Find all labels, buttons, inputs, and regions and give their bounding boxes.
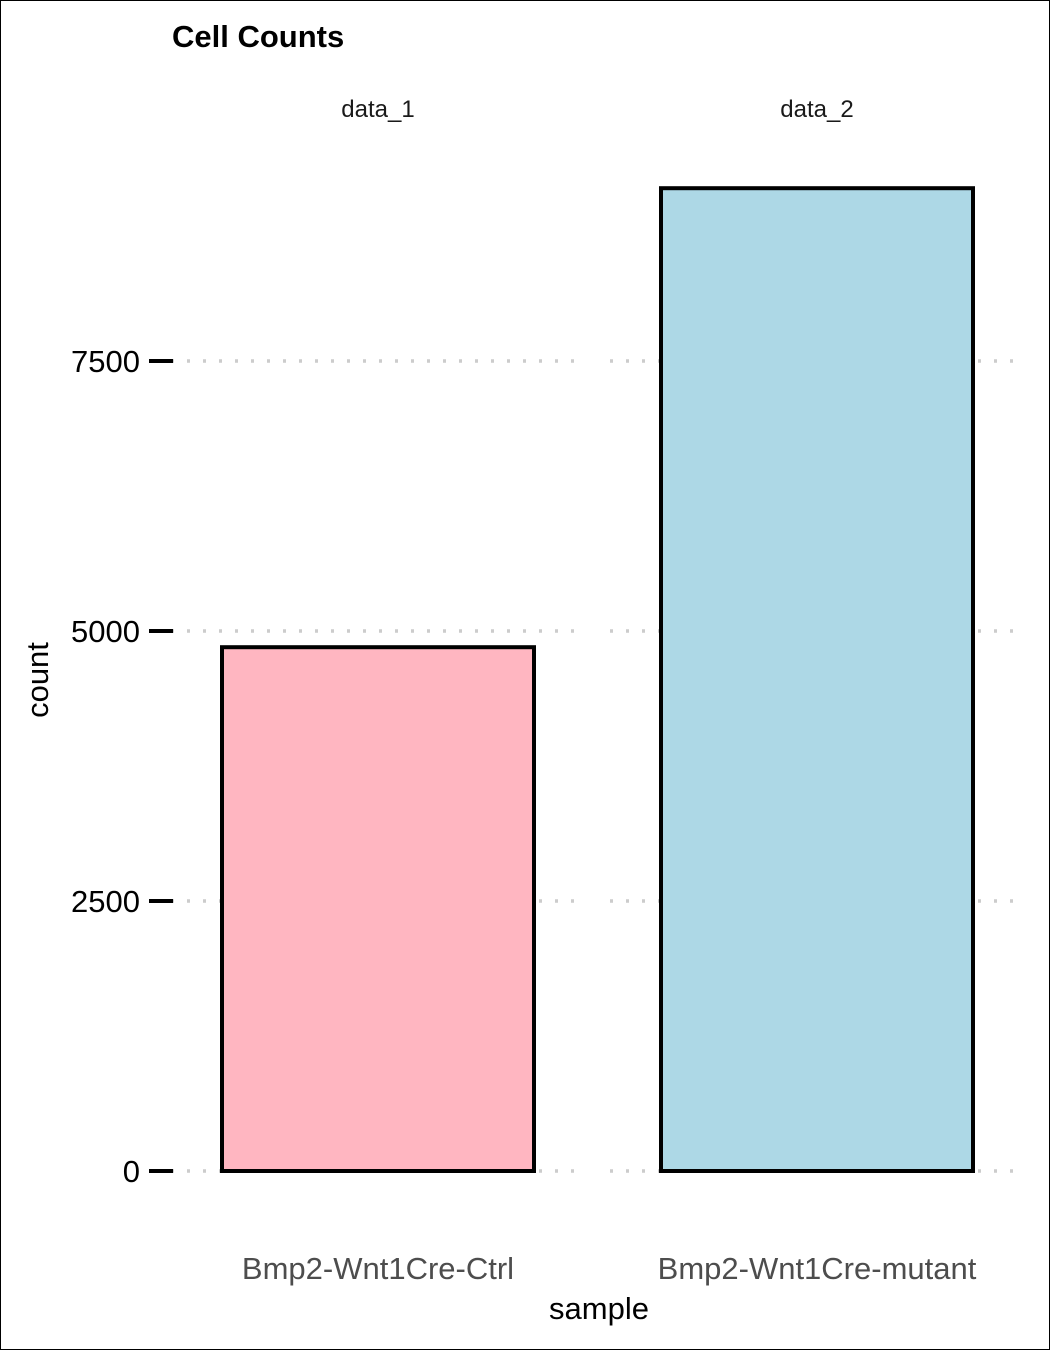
y-axis-title: count: [20, 642, 55, 718]
facet-label-2: data_2: [780, 96, 853, 123]
x-tick-label-1: Bmp2-Wnt1Cre-Ctrl: [242, 1251, 514, 1286]
y-tick-label-7500: 7500: [71, 344, 140, 379]
bars: [220, 186, 975, 1173]
y-tick-label-0: 0: [123, 1154, 140, 1189]
facet-label-1: data_1: [341, 96, 414, 123]
chart-title: Cell Counts: [172, 19, 344, 54]
facet-labels: data_1 data_2: [341, 96, 853, 123]
y-tick-label-2500: 2500: [71, 884, 140, 919]
bar-Bmp2-Wnt1Cre-mutant: [659, 186, 975, 1173]
y-tick-label-5000: 5000: [71, 614, 140, 649]
x-axis-title: sample: [549, 1291, 649, 1326]
x-axis-ticks: Bmp2-Wnt1Cre-Ctrl Bmp2-Wnt1Cre-mutant: [242, 1251, 977, 1286]
bar-Bmp2-Wnt1Cre-Ctrl: [220, 645, 536, 1173]
y-axis-ticks: 0 2500 5000 7500: [71, 344, 173, 1189]
x-tick-label-2: Bmp2-Wnt1Cre-mutant: [658, 1251, 977, 1286]
